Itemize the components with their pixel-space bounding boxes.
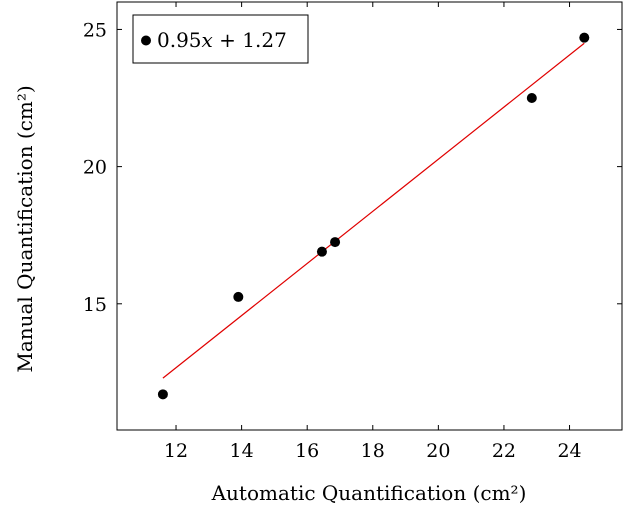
x-tick-label: 20 <box>426 440 450 462</box>
legend-box <box>132 14 309 64</box>
legend: 0.95x + 1.27 <box>132 14 309 64</box>
data-point <box>316 246 327 257</box>
x-tick-label: 16 <box>295 440 319 462</box>
x-tick-label: 12 <box>164 440 188 462</box>
legend-marker <box>141 35 151 46</box>
axes-frame <box>116 1 623 431</box>
data-point <box>157 389 168 400</box>
data-point <box>330 237 341 248</box>
plot-area: 12 14 16 18 20 22 24 15 20 25 <box>83 1 623 462</box>
x-tick-label: 14 <box>230 440 254 462</box>
x-tick-label: 24 <box>557 440 581 462</box>
data-point <box>579 32 590 43</box>
legend-label: 0.95x + 1.27 <box>157 28 287 52</box>
data-point <box>233 291 244 302</box>
x-axis-label: Automatic Quantification (cm²) <box>211 481 527 505</box>
x-tick-label: 22 <box>492 440 516 462</box>
regression-line <box>162 42 585 379</box>
y-tick-label: 15 <box>83 294 107 316</box>
data-point <box>526 93 537 104</box>
y-tick-label: 25 <box>83 19 107 41</box>
y-axis-label: Manual Quantification (cm²) <box>13 85 37 372</box>
y-tick-label: 20 <box>83 157 107 179</box>
x-tick-label: 18 <box>361 440 385 462</box>
